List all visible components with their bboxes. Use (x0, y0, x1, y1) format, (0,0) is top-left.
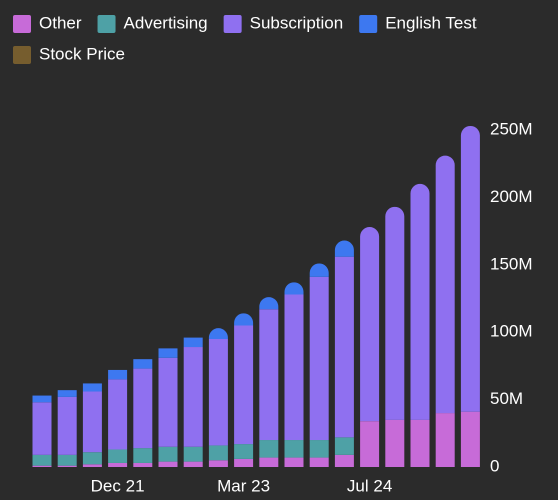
bar-segment (259, 457, 279, 467)
x-tick-label: Jul 24 (347, 476, 392, 495)
bar-segment (259, 440, 279, 458)
bar-segment (32, 395, 52, 403)
bar-segment (57, 396, 77, 455)
y-tick-label: 50M (490, 389, 523, 408)
bar-segment (133, 359, 153, 369)
bar-segment (208, 445, 228, 461)
bar-segment (334, 437, 354, 455)
bar-segment (183, 446, 203, 462)
bar-segment (208, 460, 228, 467)
bar-segment (57, 454, 77, 466)
bar-segment (133, 368, 153, 449)
bar-segment (32, 402, 52, 455)
bar-segment (208, 328, 228, 339)
y-tick-label: 150M (490, 254, 533, 273)
bar-segment (410, 419, 430, 467)
bar-segment (309, 440, 329, 458)
bar-segment (334, 240, 354, 257)
bar-segment (108, 379, 128, 450)
bar-segment (82, 391, 102, 453)
bar-segment (82, 464, 102, 467)
legend-label[interactable]: English Test (385, 13, 477, 32)
bar-segment (108, 369, 128, 380)
y-tick-label: 250M (490, 119, 533, 138)
bar-segment (183, 347, 203, 447)
bar-segment (133, 448, 153, 463)
bar-segment (360, 227, 380, 422)
bar-segment (108, 449, 128, 463)
bar-segment (158, 357, 178, 447)
x-tick-label: Mar 23 (217, 476, 270, 495)
bar-segment (284, 282, 304, 295)
bar-segment (234, 458, 254, 467)
bar-segment (108, 462, 128, 467)
x-tick-label: Dec 21 (91, 476, 145, 495)
bar-segment (32, 465, 52, 467)
bar-segment (158, 446, 178, 462)
bar-segment (435, 155, 455, 414)
bar-segment (334, 256, 354, 438)
bar-segment (385, 206, 405, 420)
legend-label[interactable]: Subscription (250, 13, 344, 32)
bar-segment (234, 313, 254, 326)
bar-segment (385, 419, 405, 467)
bar-segment (234, 325, 254, 445)
legend-label[interactable]: Advertising (124, 13, 208, 32)
bar-segment (259, 297, 279, 310)
bar-segment (82, 383, 102, 392)
bar-segment (183, 461, 203, 467)
bar-segment (309, 263, 329, 277)
bar-segment (158, 461, 178, 467)
bar-segment (57, 465, 77, 467)
y-tick-label: 100M (490, 322, 533, 341)
bar-segment (32, 454, 52, 466)
bar-segment (360, 421, 380, 467)
legend-swatch[interactable] (359, 15, 378, 33)
bar-segment (158, 348, 178, 358)
bar-segment (460, 125, 480, 412)
bar-segment (284, 457, 304, 467)
bar-segment (410, 183, 430, 420)
legend-swatch[interactable] (97, 15, 116, 33)
bar-segment (259, 309, 279, 441)
bar-segment (284, 440, 304, 458)
y-tick-label: 200M (490, 187, 533, 206)
bar-segment (82, 452, 102, 465)
y-tick-label: 0 (490, 456, 499, 475)
bar-segment (234, 444, 254, 459)
bar-segment (309, 457, 329, 467)
bar-segment (183, 337, 203, 348)
legend-swatch[interactable] (13, 15, 31, 33)
bar-segment (435, 413, 455, 467)
legend-label[interactable]: Stock Price (39, 44, 125, 63)
legend-label[interactable]: Other (39, 13, 82, 32)
bar-segment (334, 454, 354, 467)
bar-segment (57, 390, 77, 397)
bar-segment (309, 276, 329, 441)
legend-swatch[interactable] (13, 46, 31, 64)
bar-segment (284, 294, 304, 441)
legend-swatch[interactable] (223, 15, 242, 33)
bar-segment (460, 411, 480, 467)
bar-segment (133, 462, 153, 467)
bar-segment (208, 338, 228, 446)
